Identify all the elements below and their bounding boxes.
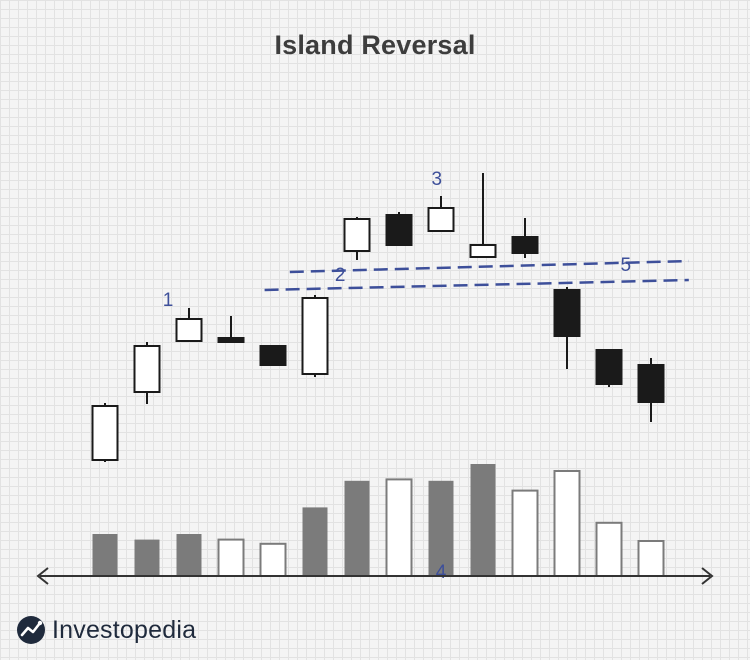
volume-bar xyxy=(385,478,413,577)
candle xyxy=(217,316,245,343)
candle xyxy=(343,217,371,260)
trendline xyxy=(264,278,689,292)
volume-bars xyxy=(92,464,665,578)
candle-body xyxy=(385,214,413,246)
volume-bar xyxy=(176,534,202,576)
investopedia-logo-icon xyxy=(17,616,45,644)
candle xyxy=(91,403,119,462)
annotation-label: 1 xyxy=(163,290,174,311)
candle xyxy=(175,308,203,342)
candle xyxy=(511,218,539,258)
volume-bar xyxy=(595,521,623,577)
volume-bar xyxy=(470,464,496,576)
candle xyxy=(259,345,287,366)
candle-body xyxy=(595,349,623,385)
candle-body xyxy=(301,297,329,375)
candle-body xyxy=(175,318,203,342)
axis-right-arrow-icon xyxy=(701,567,714,585)
candle xyxy=(133,342,161,404)
candle xyxy=(553,287,581,369)
annotations: 1 2 3 4 5 xyxy=(163,169,631,583)
trendline xyxy=(289,259,689,274)
candle xyxy=(301,295,329,377)
volume-bar xyxy=(217,538,245,577)
candlesticks xyxy=(91,173,665,462)
annotation-label: 5 xyxy=(621,255,632,276)
candle-body xyxy=(469,244,497,258)
annotation-label: 4 xyxy=(436,562,447,583)
candle-body xyxy=(217,337,245,343)
candle-body xyxy=(637,364,665,403)
page-title: Island Reversal xyxy=(274,30,476,60)
candle xyxy=(385,212,413,246)
volume-bar xyxy=(302,507,328,576)
candle-body xyxy=(511,236,539,254)
candle xyxy=(469,173,497,258)
annotation-label: 2 xyxy=(335,265,346,286)
candle-body xyxy=(259,345,287,366)
x-axis xyxy=(36,567,714,585)
volume-bar xyxy=(553,470,581,577)
candle-body xyxy=(343,218,371,252)
volume-bar xyxy=(428,480,454,576)
brand-name: Investopedia xyxy=(52,615,197,644)
trendlines xyxy=(264,259,689,292)
candle-body xyxy=(91,405,119,461)
volume-bar xyxy=(637,540,665,577)
axis-left-arrow-icon xyxy=(36,567,49,585)
brand-logo: Investopedia xyxy=(16,615,196,645)
annotation-label: 3 xyxy=(432,169,443,190)
volume-bar xyxy=(259,542,287,577)
candle-body xyxy=(133,345,161,393)
candle xyxy=(637,358,665,422)
volume-bar xyxy=(134,539,160,576)
volume-bar xyxy=(511,489,539,578)
candle-body xyxy=(427,207,455,232)
volume-bar xyxy=(344,480,370,576)
candle xyxy=(595,349,623,387)
volume-bar xyxy=(92,534,118,576)
candle xyxy=(427,196,455,232)
candle-body xyxy=(553,289,581,337)
